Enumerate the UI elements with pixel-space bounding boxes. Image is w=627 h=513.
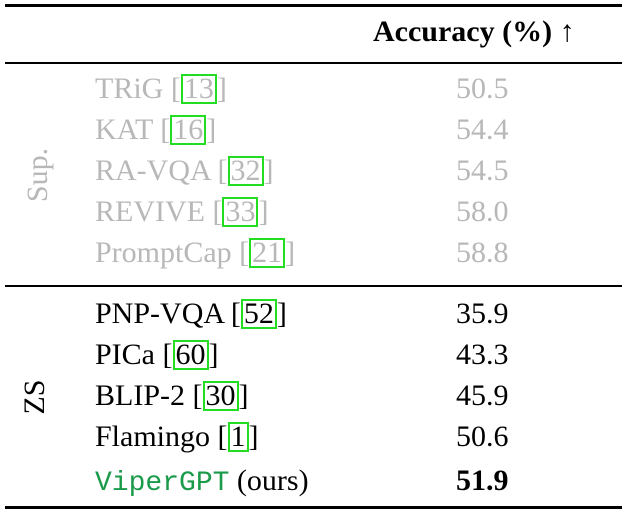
table-row: RA-VQA [32] 54.5 (0, 150, 627, 191)
accuracy-cell: 54.5 (456, 154, 509, 187)
method-cell: PNP-VQA [52] (95, 297, 287, 330)
accuracy-column-header: Accuracy (%) ↑ (373, 10, 575, 54)
citation-link[interactable]: 21 (249, 238, 286, 268)
table-row: PNP-VQA [52] 35.9 (0, 293, 627, 334)
ours-suffix: (ours) (236, 464, 309, 497)
method-name: PromptCap (95, 236, 232, 269)
accuracy-header-label: Accuracy (%) (373, 15, 553, 48)
group-separator-rule (5, 285, 622, 287)
method-name: PICa (95, 338, 155, 371)
table-row: KAT [16] 54.4 (0, 109, 627, 150)
accuracy-cell: 50.5 (456, 72, 509, 105)
method-cell: REVIVE [33] (95, 195, 269, 228)
accuracy-cell: 35.9 (456, 297, 509, 330)
table-row: BLIP-2 [30] 45.9 (0, 375, 627, 416)
accuracy-cell: 58.0 (456, 195, 509, 228)
citation-link[interactable]: 16 (170, 115, 207, 145)
method-cell: KAT [16] (95, 113, 217, 146)
accuracy-cell: 50.6 (456, 420, 509, 453)
header-rule (5, 62, 622, 64)
table-row: Flamingo [1] 50.6 (0, 416, 627, 457)
table-row: PromptCap [21] 58.8 (0, 232, 627, 273)
accuracy-cell: 54.4 (456, 113, 509, 146)
citation-link[interactable]: 30 (202, 381, 239, 411)
accuracy-cell: 51.9 (456, 464, 509, 497)
accuracy-cell: 58.8 (456, 236, 509, 269)
bottom-rule (5, 506, 622, 509)
citation-link[interactable]: 32 (227, 156, 264, 186)
up-arrow-icon: ↑ (559, 15, 575, 48)
method-cell: ViperGPT (ours) (95, 460, 309, 504)
accuracy-cell: 43.3 (456, 338, 509, 371)
citation-link[interactable]: 1 (227, 422, 249, 452)
table-row: ViperGPT (ours) 51.9 (0, 460, 627, 501)
method-cell: PromptCap [21] (95, 236, 296, 269)
method-name: BLIP-2 (95, 379, 185, 412)
method-name: TRiG (95, 72, 164, 105)
method-name: KAT (95, 113, 153, 146)
method-name: REVIVE (95, 195, 205, 228)
method-name: PNP-VQA (95, 297, 224, 330)
method-name: Flamingo (95, 420, 211, 453)
method-cell: Flamingo [1] (95, 420, 259, 453)
vipergpt-name: ViperGPT (95, 468, 230, 499)
citation-link[interactable]: 33 (222, 197, 259, 227)
accuracy-cell: 45.9 (456, 379, 509, 412)
method-cell: PICa [60] (95, 338, 219, 371)
citation-link[interactable]: 13 (180, 74, 217, 104)
method-cell: TRiG [13] (95, 72, 227, 105)
method-name: RA-VQA (95, 154, 211, 187)
citation-link[interactable]: 60 (172, 340, 209, 370)
table-row: REVIVE [33] 58.0 (0, 191, 627, 232)
top-rule (5, 4, 622, 7)
citation-link[interactable]: 52 (240, 299, 277, 329)
table-row: PICa [60] 43.3 (0, 334, 627, 375)
method-cell: RA-VQA [32] (95, 154, 274, 187)
method-cell: BLIP-2 [30] (95, 379, 249, 412)
table-row: TRiG [13] 50.5 (0, 68, 627, 109)
